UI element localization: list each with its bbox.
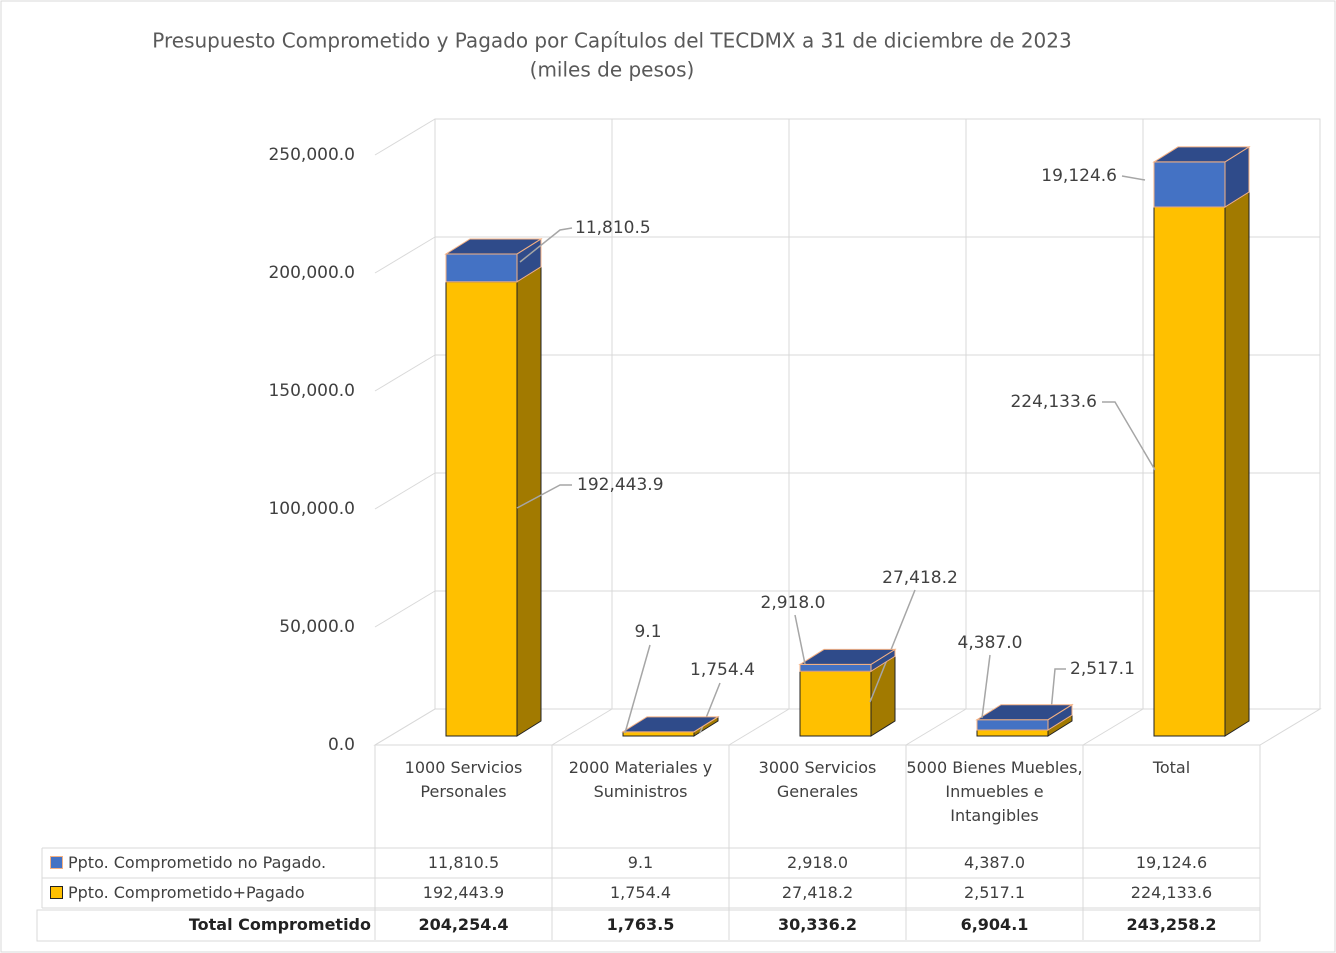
bar (976, 719, 1049, 731)
chart-title: Presupuesto Comprometido y Pagado por Ca… (152, 29, 1071, 53)
table-cell: 2,517.1 (963, 883, 1026, 902)
bar (799, 663, 872, 672)
x-tick-label: 1000 Servicios Personales (404, 758, 523, 801)
side-grid-line (374, 708, 436, 746)
bar (799, 670, 872, 737)
leader-line (1121, 175, 1146, 181)
legend-swatch (50, 886, 63, 899)
legend-entry: Ppto. Comprometido no Pagado. (44, 848, 374, 878)
table-cell: 2,918.0 (786, 853, 849, 872)
x-tick-label: 2000 Materiales y Suministros (568, 758, 713, 801)
y-tick-label: 150,000.0 (268, 381, 355, 401)
legend-label: Ppto. Comprometido no Pagado. (68, 853, 327, 872)
side-grid-line (374, 118, 436, 156)
total-row-box (36, 909, 1261, 942)
x-tick-label: 3000 Servicios Generales (758, 758, 877, 801)
table-cell: 19,124.6 (1135, 853, 1208, 872)
y-tick-label: 200,000.0 (268, 263, 355, 283)
table-cell: 1,754.4 (609, 883, 672, 902)
bar (622, 731, 695, 737)
total-cell: 204,254.4 (418, 915, 509, 934)
data-label: 27,418.2 (882, 568, 958, 588)
y-tick-label: 50,000.0 (279, 617, 355, 637)
table-cell: 9.1 (627, 853, 654, 872)
floor-divider (905, 708, 967, 746)
y-tick-label: 100,000.0 (268, 499, 355, 519)
bar-side (1224, 191, 1250, 737)
side-grid-line (374, 354, 436, 392)
floor-divider (1082, 708, 1144, 746)
data-label: 1,754.4 (690, 660, 755, 680)
bar-top (975, 704, 1074, 721)
side-grid-line (374, 590, 436, 628)
bar (976, 729, 1049, 737)
chart-subtitle: (miles de pesos) (530, 58, 695, 82)
total-label: Total Comprometido (188, 915, 371, 934)
bar (445, 253, 518, 283)
legend-entry: Ppto. Comprometido+Pagado (44, 878, 374, 908)
bar (1153, 206, 1226, 737)
y-tick-label: 250,000.0 (268, 145, 355, 165)
table-cell: 27,418.2 (781, 883, 854, 902)
total-cell: 6,904.1 (960, 915, 1029, 934)
floor-divider (551, 708, 613, 746)
leader-line (516, 484, 572, 509)
data-label: 224,133.6 (1010, 392, 1097, 412)
data-label: 19,124.6 (1041, 166, 1117, 186)
table-cell: 11,810.5 (427, 853, 500, 872)
table-cell: 192,443.9 (422, 883, 505, 902)
table-cell: 4,387.0 (963, 853, 1026, 872)
leader-line (794, 614, 806, 665)
x-tick-label: Total (1152, 758, 1191, 777)
side-grid-line (374, 236, 436, 274)
data-label: 2,918.0 (761, 593, 826, 613)
total-cell: 30,336.2 (778, 915, 857, 934)
table-cell: 224,133.6 (1130, 883, 1213, 902)
legend-swatch (50, 856, 63, 869)
bar (1153, 161, 1226, 208)
bar (445, 281, 518, 737)
data-label: 11,810.5 (575, 218, 651, 238)
data-label: 9.1 (634, 622, 661, 642)
leader-line (1102, 401, 1156, 471)
bar-top (1152, 146, 1251, 163)
side-grid-line (374, 472, 436, 510)
data-label: 192,443.9 (577, 475, 664, 495)
bar-top (444, 238, 543, 255)
leader-line (624, 644, 651, 734)
leader-line (981, 654, 991, 719)
data-label: 2,517.1 (1070, 659, 1135, 679)
total-cell: 243,258.2 (1126, 915, 1217, 934)
leader-line (519, 227, 573, 263)
bar-top (621, 716, 720, 733)
x-tick-label: 5000 Bienes Muebles, Inmuebles e Intangi… (906, 758, 1083, 825)
total-cell: 1,763.5 (606, 915, 675, 934)
legend-label: Ppto. Comprometido+Pagado (68, 883, 305, 902)
data-label: 4,387.0 (958, 633, 1023, 653)
y-tick-label: 0.0 (328, 735, 355, 755)
bar-top (798, 648, 897, 665)
leader-line (869, 589, 916, 703)
floor-divider (728, 708, 790, 746)
